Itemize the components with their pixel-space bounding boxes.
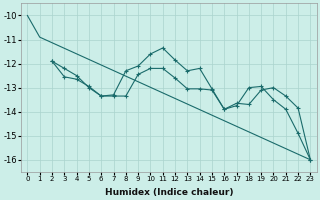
X-axis label: Humidex (Indice chaleur): Humidex (Indice chaleur) [105,188,233,197]
